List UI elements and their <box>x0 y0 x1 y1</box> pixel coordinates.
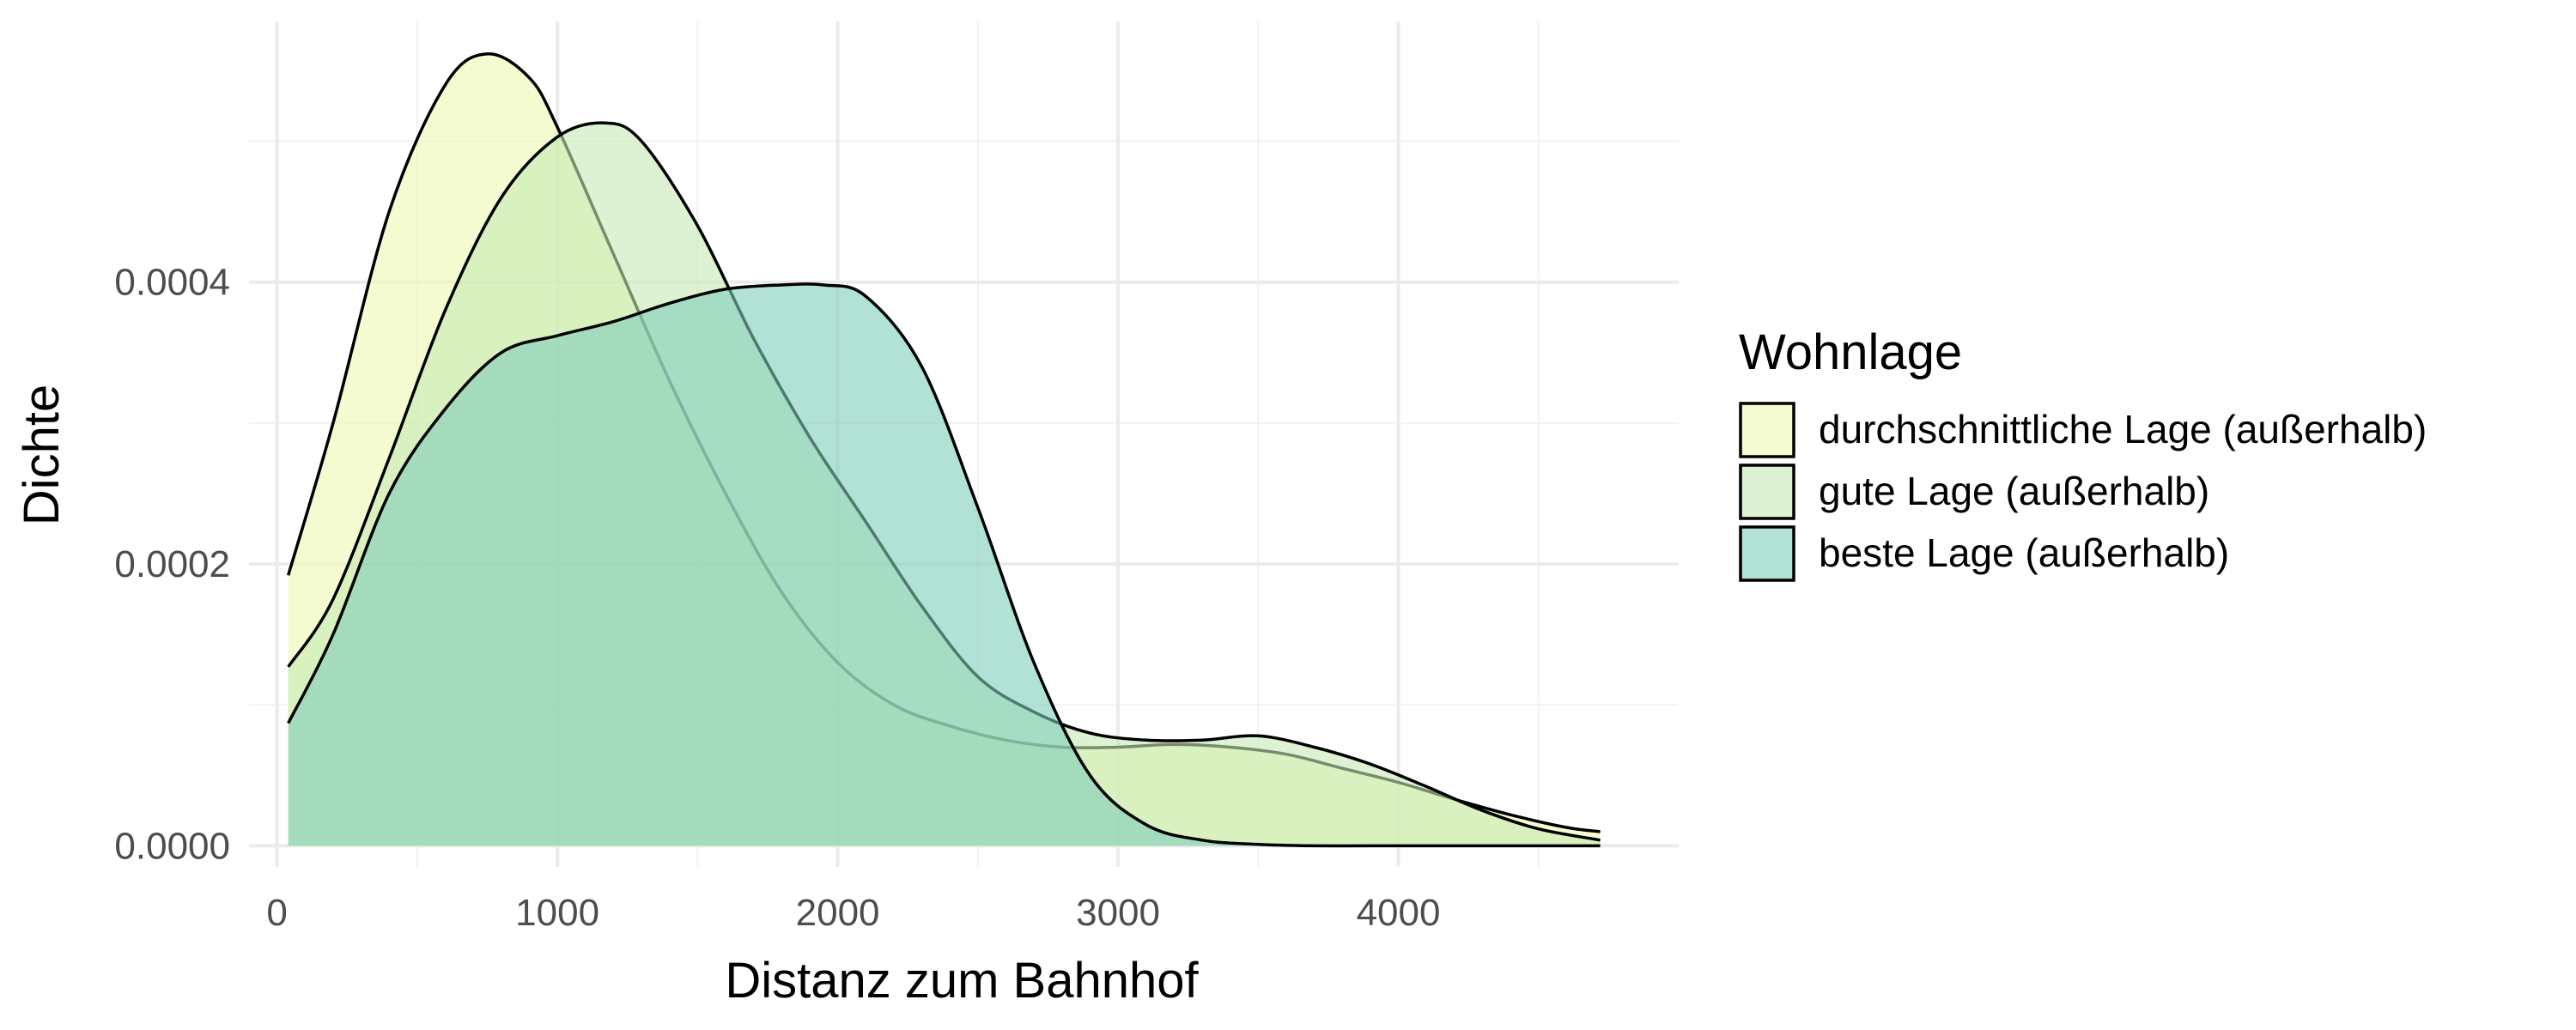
y-tick-label: 0.0002 <box>114 543 230 585</box>
y-axis-ticks: 0.0000 0.0002 0.0004 <box>114 262 230 868</box>
legend-key-swatch <box>1739 402 1795 458</box>
legend-item-label: beste Lage (außerhalb) <box>1819 530 2229 575</box>
density-outline-series-3 <box>287 282 1601 848</box>
legend-items: durchschnittliche Lage (außerhalb) gute L… <box>1739 402 2427 582</box>
density-area-series-3 <box>288 283 1601 846</box>
x-tick-label: 2000 <box>796 892 880 934</box>
x-tick-label: 0 <box>266 892 287 934</box>
legend-item-label: durchschnittliche Lage (außerhalb) <box>1819 407 2427 451</box>
x-tick-label: 4000 <box>1357 892 1441 934</box>
legend-item-label: gute Lage (außerhalb) <box>1819 469 2209 513</box>
y-axis-title: Dichte <box>14 385 70 525</box>
legend-key-swatch <box>1739 525 1795 582</box>
density-areas <box>287 52 1601 848</box>
x-axis-title: Distanz zum Bahnhof <box>725 953 1199 1009</box>
x-axis-ticks: 0 1000 2000 3000 4000 <box>266 892 1440 934</box>
legend-title: Wohnlage <box>1739 324 1962 380</box>
x-tick-label: 3000 <box>1076 892 1160 934</box>
y-tick-label: 0.0000 <box>114 825 230 867</box>
x-tick-label: 1000 <box>515 892 599 934</box>
legend-key-swatch <box>1739 464 1795 520</box>
legend: Wohnlage durchschnittliche Lage (außerha… <box>1739 324 2427 582</box>
y-tick-label: 0.0004 <box>114 262 230 304</box>
